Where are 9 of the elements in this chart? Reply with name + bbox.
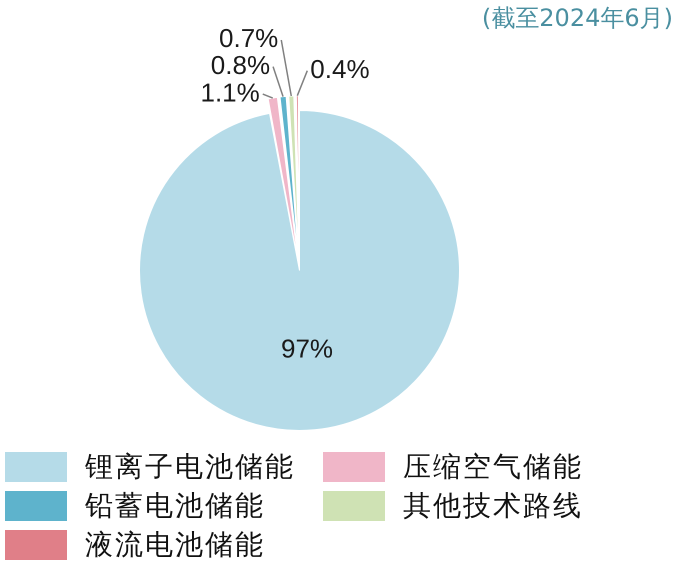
legend-label: 液流电池储能 [85, 527, 265, 563]
data-label: 97% [281, 333, 334, 364]
chart-title: (截至2024年6月) [482, 3, 673, 34]
legend-label: 铅蓄电池储能 [85, 488, 265, 524]
data-label: 1.1% [200, 77, 260, 108]
legend-label: 锂离子电池储能 [85, 449, 295, 485]
legend-label: 其他技术路线 [403, 488, 583, 524]
legend-label: 压缩空气储能 [403, 449, 583, 485]
data-label: 0.4% [310, 54, 370, 84]
